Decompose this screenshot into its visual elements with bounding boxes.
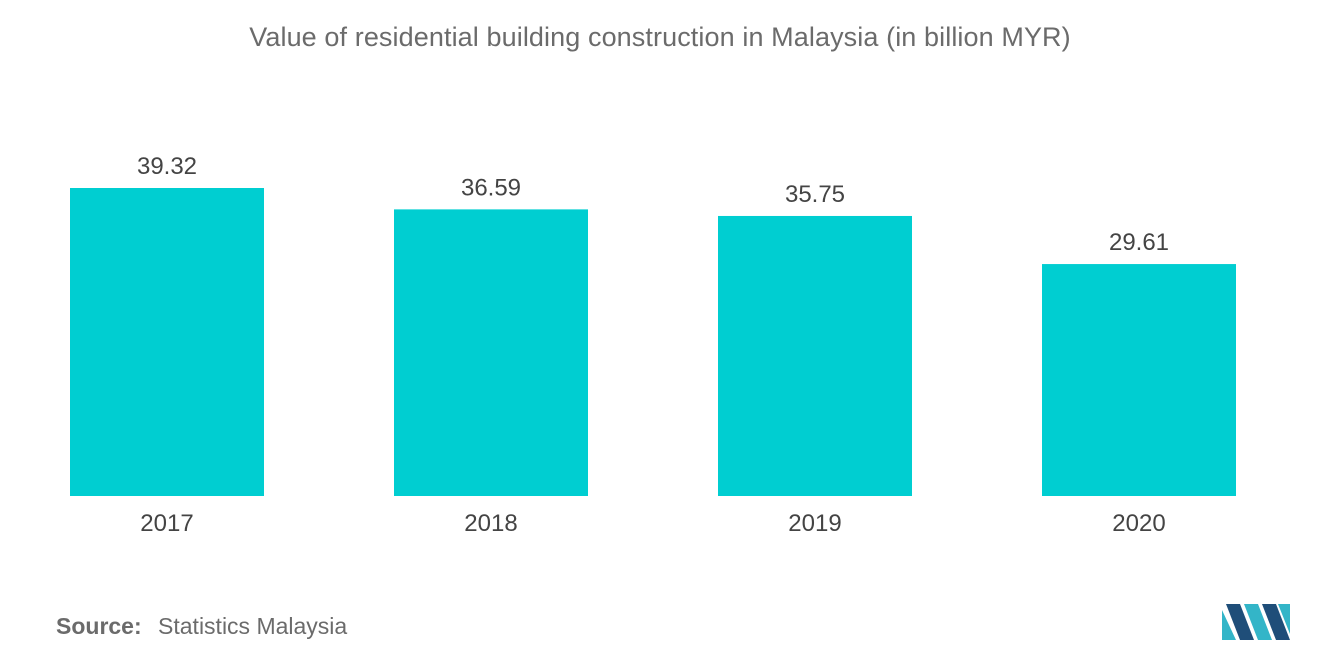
category-label-2020: 2020 [1112,510,1165,537]
category-label-2018: 2018 [464,510,517,537]
value-label-2020: 29.61 [1109,229,1169,256]
source-label: Source: [56,613,142,639]
source-text: Statistics Malaysia [158,613,348,639]
value-label-2017: 39.32 [137,153,197,180]
bar-2018 [394,209,588,497]
chart-title: Value of residential building constructi… [249,22,1071,52]
bar-2019 [718,215,912,496]
bar-2017 [70,188,264,496]
source-note: Source: Statistics Malaysia [56,613,347,640]
mordor-intelligence-logo-icon [1222,604,1290,640]
value-label-2019: 35.75 [785,181,845,208]
category-label-2019: 2019 [788,510,841,537]
value-label-2018: 36.59 [461,174,521,201]
bar-2020 [1042,264,1236,496]
category-label-2017: 2017 [140,510,193,537]
bar-chart: 39.32 2017 36.59 2018 35.75 2019 29.61 2020 [70,153,1236,537]
